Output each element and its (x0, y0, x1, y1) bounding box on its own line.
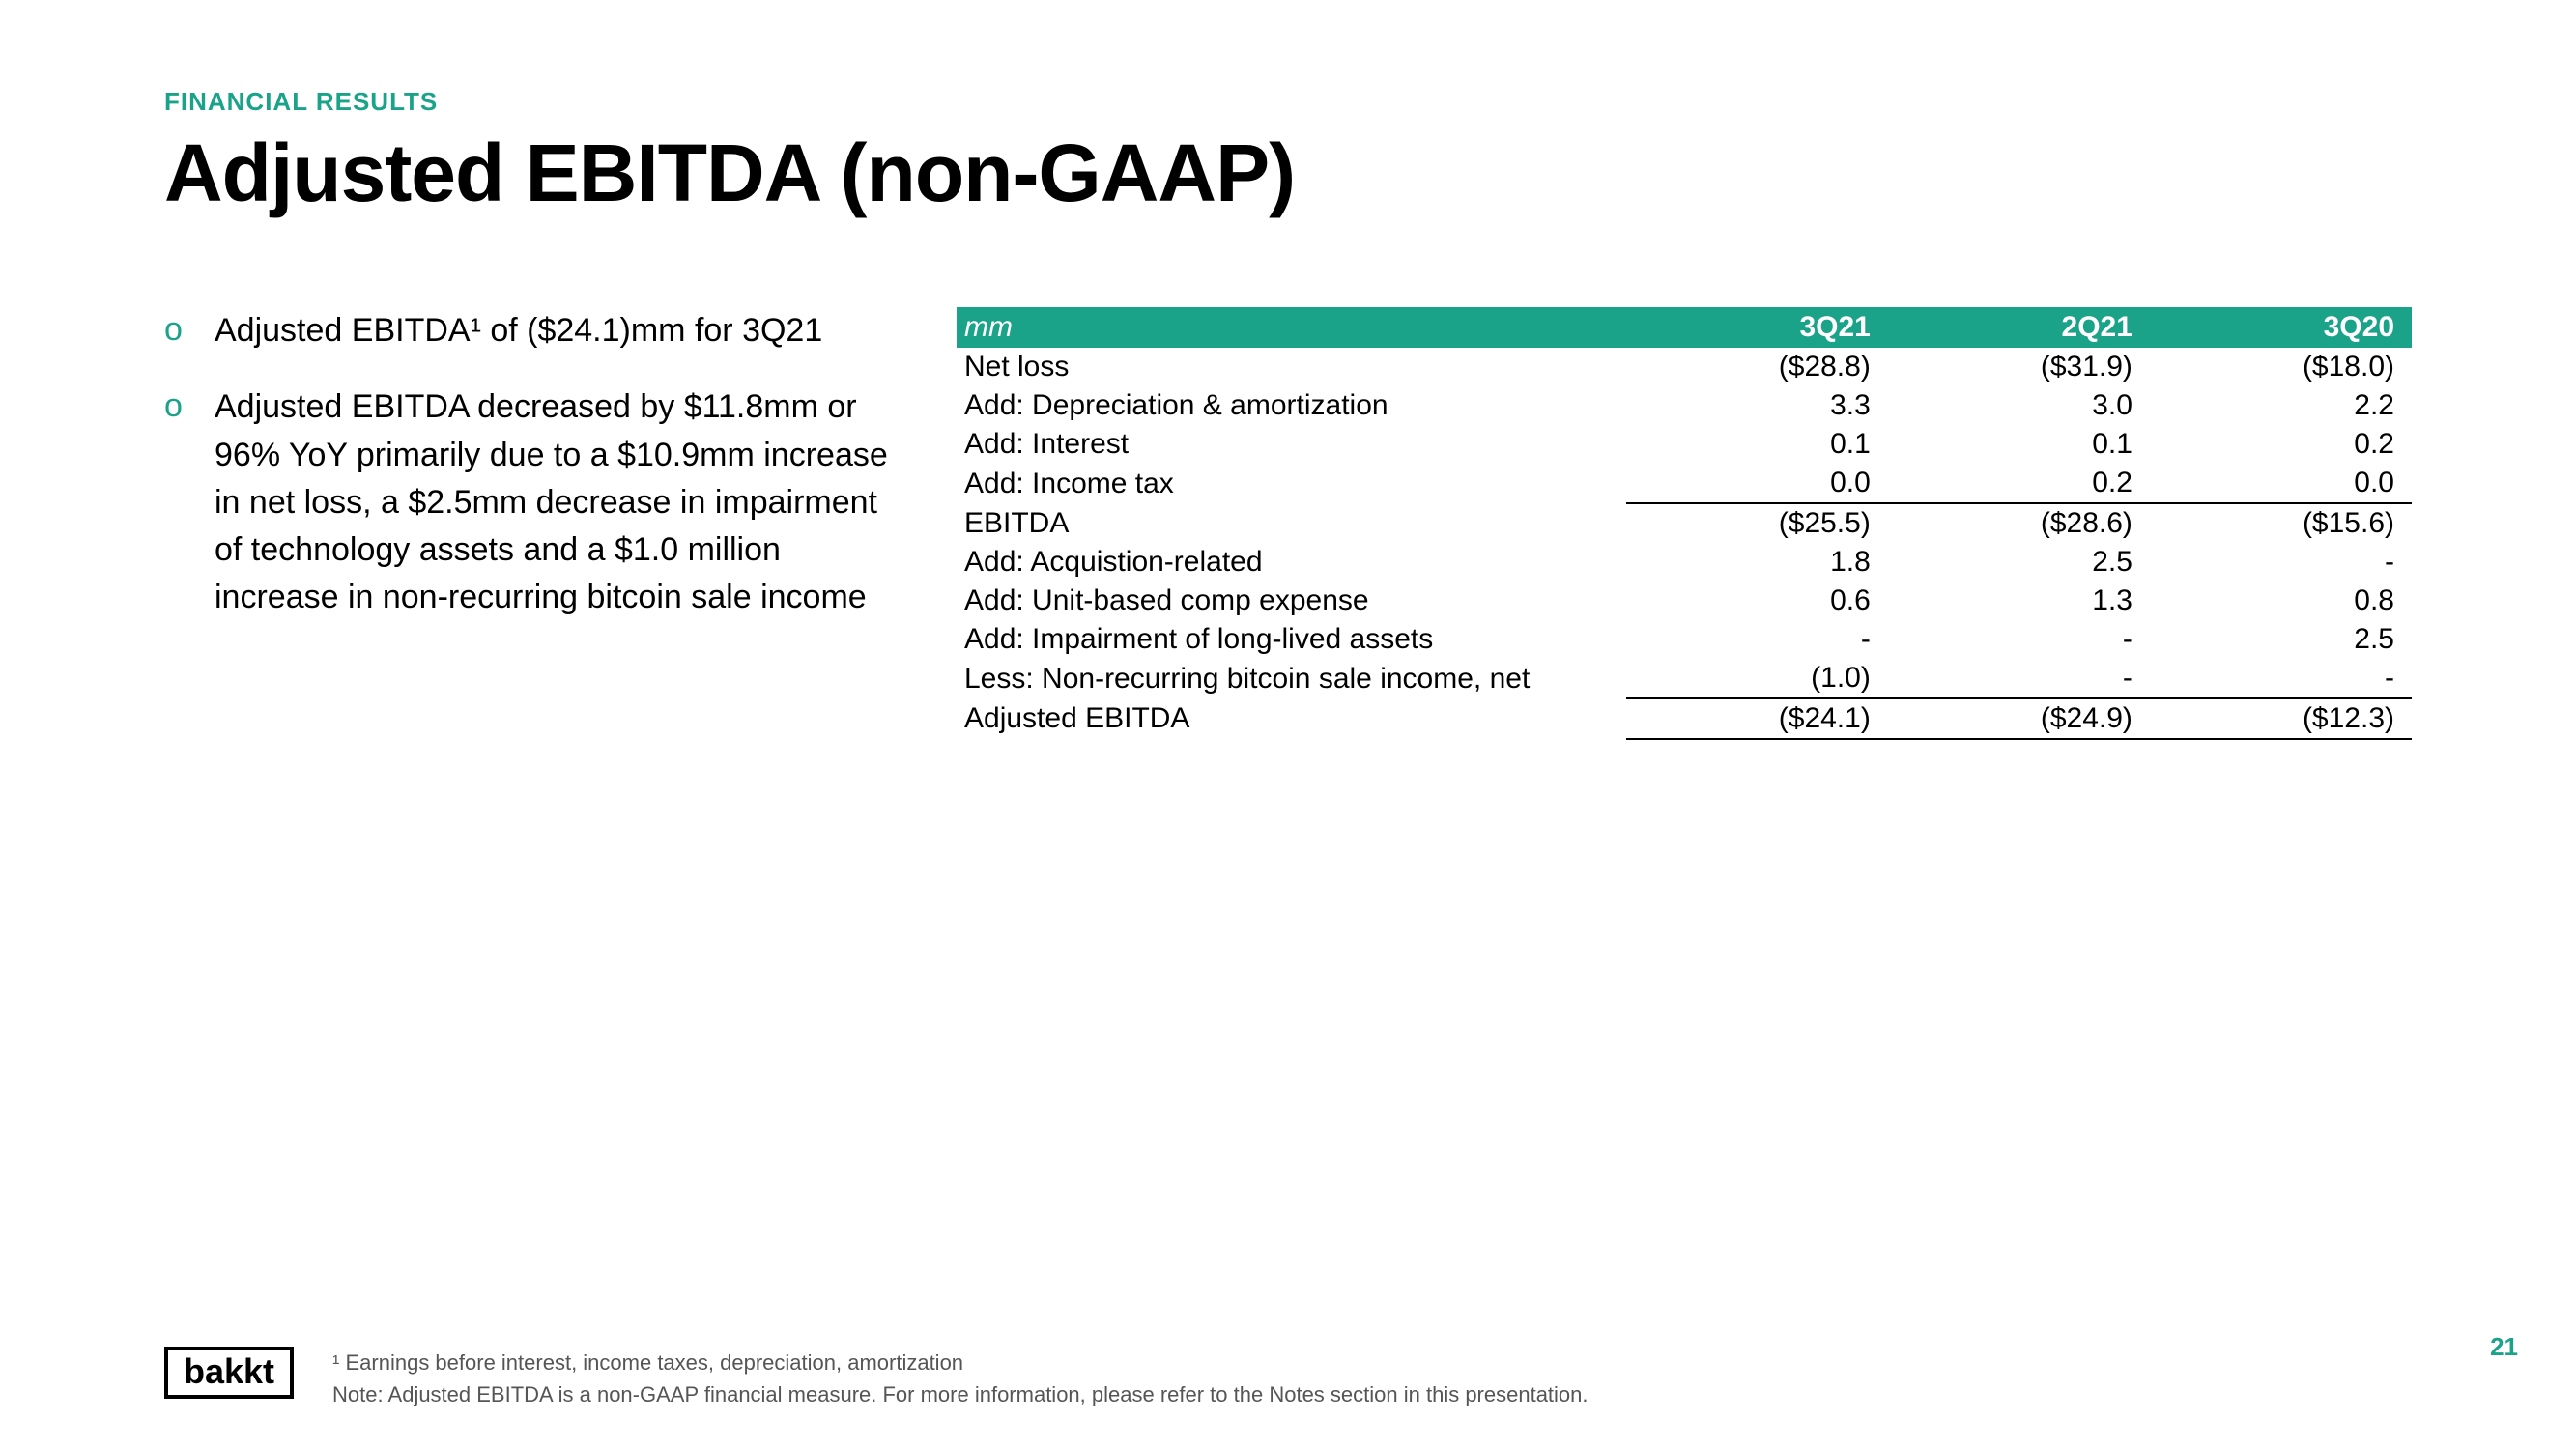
section-eyebrow: FINANCIAL RESULTS (164, 87, 2412, 117)
row-label: Add: Impairment of long-lived assets (957, 620, 1626, 659)
table-row: EBITDA($25.5)($28.6)($15.6) (957, 503, 2412, 543)
row-label: Add: Depreciation & amortization (957, 386, 1626, 425)
cell-value: 0.2 (2150, 425, 2412, 464)
table-row: Adjusted EBITDA($24.1)($24.9)($12.3) (957, 698, 2412, 739)
cell-value: (1.0) (1626, 659, 1888, 698)
cell-value: 3.3 (1626, 386, 1888, 425)
cell-value: ($18.0) (2150, 348, 2412, 386)
cell-value: ($24.1) (1626, 698, 1888, 739)
footnote-line: ¹ Earnings before interest, income taxes… (332, 1347, 1588, 1378)
table-row: Add: Depreciation & amortization3.33.02.… (957, 386, 2412, 425)
footnote-line: Note: Adjusted EBITDA is a non-GAAP fina… (332, 1378, 1588, 1410)
table-row: Net loss($28.8)($31.9)($18.0) (957, 348, 2412, 386)
cell-value: - (2150, 543, 2412, 582)
page-title: Adjusted EBITDA (non-GAAP) (164, 127, 2412, 220)
table-row: Add: Unit-based comp expense0.61.30.8 (957, 582, 2412, 620)
cell-value: - (1888, 659, 2150, 698)
bullet-item: o Adjusted EBITDA¹ of ($24.1)mm for 3Q21 (164, 307, 899, 355)
table-row: Add: Income tax0.00.20.0 (957, 464, 2412, 503)
cell-value: 1.8 (1626, 543, 1888, 582)
row-label: EBITDA (957, 503, 1626, 543)
cell-value: ($24.9) (1888, 698, 2150, 739)
page-number: 21 (2490, 1332, 2518, 1362)
row-label: Adjusted EBITDA (957, 698, 1626, 739)
bullet-item: o Adjusted EBITDA decreased by $11.8mm o… (164, 384, 899, 621)
row-label: Add: Income tax (957, 464, 1626, 503)
bullet-marker-icon: o (164, 307, 191, 355)
table-header-col: 2Q21 (1888, 307, 2150, 348)
cell-value: ($28.6) (1888, 503, 2150, 543)
table-header-col: 3Q21 (1626, 307, 1888, 348)
bullet-text: Adjusted EBITDA decreased by $11.8mm or … (215, 384, 899, 621)
footnotes: ¹ Earnings before interest, income taxes… (332, 1347, 1588, 1410)
row-label: Add: Acquistion-related (957, 543, 1626, 582)
cell-value: 2.5 (2150, 620, 2412, 659)
cell-value: 0.8 (2150, 582, 2412, 620)
cell-value: 0.6 (1626, 582, 1888, 620)
table-header-label: mm (957, 307, 1626, 348)
table-row: Add: Acquistion-related1.82.5- (957, 543, 2412, 582)
cell-value: 3.0 (1888, 386, 2150, 425)
row-label: Add: Interest (957, 425, 1626, 464)
cell-value: 0.1 (1626, 425, 1888, 464)
table-container: mm 3Q21 2Q21 3Q20 Net loss($28.8)($31.9)… (957, 307, 2412, 740)
cell-value: - (1626, 620, 1888, 659)
cell-value: ($25.5) (1626, 503, 1888, 543)
row-label: Less: Non-recurring bitcoin sale income,… (957, 659, 1626, 698)
table-row: Add: Impairment of long-lived assets--2.… (957, 620, 2412, 659)
slide: FINANCIAL RESULTS Adjusted EBITDA (non-G… (0, 0, 2576, 1449)
cell-value: 1.3 (1888, 582, 2150, 620)
cell-value: 2.5 (1888, 543, 2150, 582)
cell-value: ($31.9) (1888, 348, 2150, 386)
table-row: Add: Interest0.10.10.2 (957, 425, 2412, 464)
bullet-list: o Adjusted EBITDA¹ of ($24.1)mm for 3Q21… (164, 307, 899, 740)
table-header-row: mm 3Q21 2Q21 3Q20 (957, 307, 2412, 348)
cell-value: 0.2 (1888, 464, 2150, 503)
content-row: o Adjusted EBITDA¹ of ($24.1)mm for 3Q21… (164, 307, 2412, 740)
cell-value: ($15.6) (2150, 503, 2412, 543)
cell-value: ($28.8) (1626, 348, 1888, 386)
cell-value: 0.0 (1626, 464, 1888, 503)
bullet-marker-icon: o (164, 384, 191, 621)
cell-value: - (2150, 659, 2412, 698)
ebitda-table: mm 3Q21 2Q21 3Q20 Net loss($28.8)($31.9)… (957, 307, 2412, 740)
table-header-col: 3Q20 (2150, 307, 2412, 348)
row-label: Net loss (957, 348, 1626, 386)
footer: bakkt ¹ Earnings before interest, income… (164, 1347, 2412, 1410)
bullet-text: Adjusted EBITDA¹ of ($24.1)mm for 3Q21 (215, 307, 822, 355)
row-label: Add: Unit-based comp expense (957, 582, 1626, 620)
cell-value: - (1888, 620, 2150, 659)
cell-value: 0.0 (2150, 464, 2412, 503)
cell-value: ($12.3) (2150, 698, 2412, 739)
table-row: Less: Non-recurring bitcoin sale income,… (957, 659, 2412, 698)
logo: bakkt (164, 1347, 294, 1399)
cell-value: 2.2 (2150, 386, 2412, 425)
cell-value: 0.1 (1888, 425, 2150, 464)
